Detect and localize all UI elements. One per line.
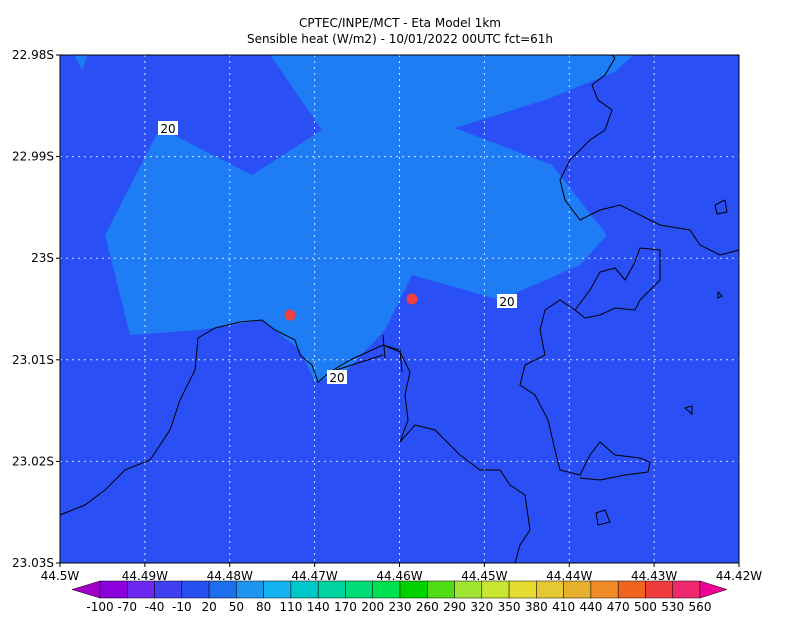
colorbar-label: 260 (416, 600, 439, 614)
colorbar: -100 -70 -40 -10 20 50 80 110 140 170 200 230 260 290… (71, 580, 728, 614)
colorbar-label: 410 (552, 600, 575, 614)
coastline (595, 199, 728, 526)
subtitle: Sensible heat (W/m2) - 10/01/2022 00UTC … (247, 32, 553, 46)
colorbar-box (645, 580, 673, 599)
colorbar-box (263, 580, 292, 599)
colorbar-box (617, 580, 646, 599)
colorbar-box (154, 580, 183, 599)
colorbar-label: 440 (579, 600, 602, 614)
x-tick-label: 44.45W (461, 569, 507, 583)
colorbar-box (508, 580, 537, 599)
field-region (105, 55, 633, 382)
contour-label: 20 (329, 371, 344, 385)
field-region (74, 55, 88, 70)
colorbar-box (672, 580, 701, 599)
x-tick-label: 44.48W (207, 569, 253, 583)
colorbar-box (399, 580, 428, 599)
colorbar-box (345, 580, 373, 599)
colorbar-label: 560 (689, 600, 712, 614)
x-tick-label: 44.44W (546, 569, 592, 583)
colorbar-label: -10 (172, 600, 192, 614)
colorbar-label: 320 (470, 600, 493, 614)
colorbar-box (590, 580, 619, 599)
colorbar-label: -100 (86, 600, 113, 614)
colorbar-label: 500 (634, 600, 657, 614)
colorbar-label: 80 (256, 600, 271, 614)
x-tick-label: 44.47W (292, 569, 338, 583)
x-tick-label: 44.43W (631, 569, 677, 583)
coastline (559, 54, 740, 256)
y-tick-label: 23S (31, 251, 54, 265)
x-tick-label: 44.5W (41, 569, 80, 583)
station-marker (284, 309, 296, 321)
coastline (329, 334, 403, 373)
title: CPTEC/INPE/MCT - Eta Model 1km (299, 16, 501, 30)
colorbar-label: 110 (279, 600, 302, 614)
coastline (519, 247, 661, 481)
grid (60, 55, 739, 563)
contour-label: 20 (160, 122, 175, 136)
colorbar-label: 350 (498, 600, 521, 614)
colorbar-label: 20 (201, 600, 216, 614)
contour-labels: 20 20 20 (158, 121, 517, 385)
y-tick-label: 22.98S (12, 48, 54, 62)
colorbar-label: 530 (661, 600, 684, 614)
colorbar-triangle (699, 580, 728, 599)
y-tick-label: 23.03S (12, 556, 54, 570)
x-tick-label: 44.49W (122, 569, 168, 583)
colorbar-box (454, 580, 483, 599)
colorbar-triangle (71, 580, 101, 599)
contour-label-box (327, 370, 347, 384)
x-tick-label: 44.46W (376, 569, 422, 583)
colorbar-box (208, 580, 237, 599)
colorbar-box (427, 580, 455, 599)
y-tick-label: 23.02S (12, 454, 54, 468)
colorbar-label: -40 (145, 600, 165, 614)
colorbar-box (563, 580, 592, 599)
colorbar-label: 230 (389, 600, 412, 614)
colorbar-box (99, 580, 128, 599)
colorbar-box (127, 580, 155, 599)
colorbar-label: 50 (229, 600, 244, 614)
colorbar-box (181, 580, 210, 599)
colorbar-label: 290 (443, 600, 466, 614)
colorbar-box (536, 580, 564, 599)
colorbar-box (481, 580, 510, 599)
colorbar-label: 470 (607, 600, 630, 614)
colorbar-box (372, 580, 401, 599)
colorbar-box (290, 580, 319, 599)
colorbar-label: 170 (334, 600, 357, 614)
colorbar-label: 380 (525, 600, 548, 614)
station-marker (406, 293, 418, 305)
colorbar-label: 140 (307, 600, 330, 614)
colorbar-label: -70 (117, 600, 137, 614)
colorbar-label: 200 (361, 600, 384, 614)
contour-label-box (158, 121, 178, 135)
y-tick-label: 22.99S (12, 150, 54, 164)
plot: 20 20 20 (59, 54, 740, 564)
colorbar-box (236, 580, 264, 599)
axes: 44.5W 44.49W 44.48W 44.47W 44.46W 44.45W 44.44… (12, 48, 762, 583)
x-tick-label: 44.42W (716, 569, 762, 583)
contour-label-box (497, 294, 517, 308)
y-tick-label: 23.01S (12, 353, 54, 367)
colorbar-box (317, 580, 346, 599)
contour-label: 20 (499, 295, 514, 309)
